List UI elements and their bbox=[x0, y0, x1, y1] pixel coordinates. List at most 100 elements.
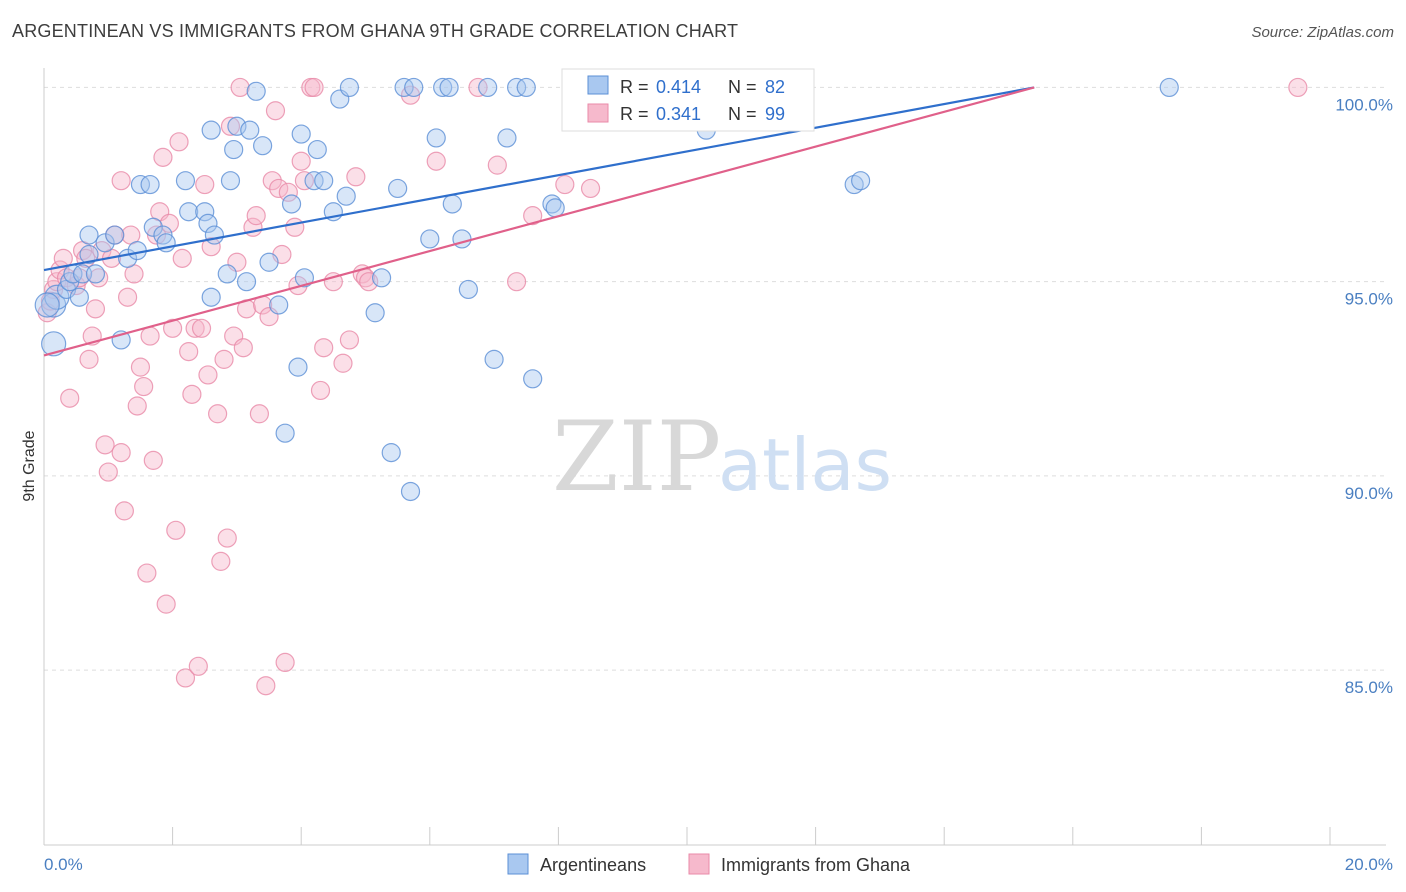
ghana-point bbox=[191, 318, 212, 338]
chart-title: ARGENTINEAN VS IMMIGRANTS FROM GHANA 9TH… bbox=[12, 21, 739, 41]
ghana-point bbox=[269, 178, 289, 199]
argentineans-point bbox=[439, 77, 459, 98]
argentineans-point bbox=[143, 217, 163, 237]
argentineans-point bbox=[452, 229, 472, 249]
source-label: Source: ZipAtlas.com bbox=[1251, 24, 1394, 41]
legend-r-value-2: 0.341 bbox=[656, 104, 701, 124]
ghana-point bbox=[195, 174, 215, 195]
argentineans-point bbox=[85, 264, 106, 284]
y-tick-label: 90.0% bbox=[1345, 484, 1393, 503]
argentineans-point bbox=[95, 233, 115, 253]
ghana-point bbox=[169, 132, 189, 152]
argentineans-point bbox=[507, 77, 527, 98]
ghana-point bbox=[182, 384, 202, 404]
legend-r-label-1: R = bbox=[620, 77, 649, 97]
ghana-point bbox=[359, 272, 379, 292]
axes bbox=[43, 68, 1386, 846]
ghana-point bbox=[285, 217, 305, 237]
ghana-point bbox=[249, 404, 270, 424]
argentineans-point bbox=[484, 349, 504, 369]
argentineans-point bbox=[294, 268, 315, 288]
argentineans-point bbox=[458, 279, 478, 300]
ghana-point bbox=[85, 299, 106, 319]
argentineans-point bbox=[105, 225, 125, 245]
argentineans-point bbox=[478, 77, 498, 98]
argentineans-trend-line bbox=[43, 86, 1035, 272]
argentineans-point bbox=[201, 120, 221, 140]
ghana-point bbox=[487, 155, 507, 175]
watermark-zip: ZIP bbox=[552, 401, 721, 513]
argentineans-point bbox=[371, 268, 392, 288]
argentineans-point bbox=[217, 264, 237, 284]
argentineans-point bbox=[336, 186, 356, 206]
argentineans-point bbox=[34, 292, 60, 318]
ghana-point bbox=[143, 450, 163, 470]
ghana-point bbox=[130, 357, 151, 377]
watermark-atlas: atlas bbox=[718, 423, 892, 507]
argentineans-point bbox=[130, 174, 151, 195]
y-tick-labels: 85.0% 90.0% 95.0% 100.0% bbox=[1335, 95, 1393, 697]
x-tick-label: 0.0% bbox=[44, 855, 83, 874]
argentineans-point bbox=[269, 295, 289, 315]
argentineans-point bbox=[339, 77, 360, 98]
y-tick-label: 85.0% bbox=[1345, 678, 1393, 697]
ghana-point bbox=[137, 563, 157, 583]
legend-n-value-1: 82 bbox=[765, 77, 785, 97]
argentineans-point bbox=[227, 116, 247, 136]
y-tick-label: 95.0% bbox=[1345, 290, 1393, 309]
legend-swatch-blue bbox=[587, 75, 609, 95]
argentineans-point bbox=[851, 171, 871, 191]
ghana-point bbox=[111, 443, 131, 463]
argentineans-point bbox=[288, 357, 308, 377]
series-ghana-points bbox=[37, 77, 1308, 696]
ghana-point bbox=[400, 85, 421, 105]
y-axis-label: 9th Grade bbox=[21, 430, 38, 501]
argentineans-point bbox=[236, 272, 257, 292]
bottom-legend-label-2: Immigrants from Ghana bbox=[721, 855, 911, 875]
ghana-point bbox=[166, 520, 186, 540]
ghana-point bbox=[304, 77, 324, 98]
trend-lines bbox=[43, 86, 1035, 357]
ghana-point bbox=[134, 376, 154, 397]
ghana-point bbox=[468, 77, 488, 98]
argentineans-point bbox=[275, 423, 295, 443]
ghana-point bbox=[117, 287, 138, 307]
ghana-point bbox=[275, 652, 295, 673]
ghana-point bbox=[98, 462, 118, 482]
ghana-point bbox=[127, 396, 147, 416]
ghana-point bbox=[146, 225, 167, 245]
ghana-point bbox=[278, 182, 298, 202]
argentineans-point bbox=[79, 244, 99, 265]
argentineans-point bbox=[394, 77, 414, 98]
argentineans-point bbox=[433, 77, 453, 98]
ghana-point bbox=[153, 147, 173, 167]
series-legend: Argentineans Immigrants from Ghana bbox=[507, 853, 911, 875]
ghana-point bbox=[217, 528, 237, 548]
argentineans-point bbox=[420, 229, 440, 249]
legend-n-label-2: N = bbox=[728, 104, 757, 124]
ghana-point bbox=[185, 318, 205, 338]
argentineans-point bbox=[281, 194, 302, 214]
argentineans-point bbox=[69, 287, 89, 307]
ghana-point bbox=[507, 272, 527, 292]
argentineans-point bbox=[224, 139, 244, 160]
argentineans-point bbox=[220, 171, 241, 191]
argentineans-point bbox=[240, 120, 260, 140]
argentineans-point bbox=[259, 252, 279, 272]
ghana-point bbox=[208, 404, 228, 424]
watermark: ZIP atlas bbox=[552, 401, 892, 513]
argentineans-point bbox=[175, 171, 196, 191]
argentineans-point bbox=[314, 171, 334, 191]
argentineans-point bbox=[426, 128, 446, 148]
ghana-point bbox=[111, 171, 131, 191]
ghana-point bbox=[1288, 77, 1308, 98]
argentineans-point bbox=[204, 225, 224, 245]
argentineans-point bbox=[198, 213, 218, 233]
ghana-point bbox=[163, 318, 183, 338]
x-tick-label: 20.0% bbox=[1345, 855, 1393, 874]
ghana-point bbox=[140, 326, 160, 346]
ghana-point bbox=[211, 551, 231, 571]
ghana-point bbox=[346, 167, 366, 187]
ghana-point bbox=[220, 116, 241, 136]
